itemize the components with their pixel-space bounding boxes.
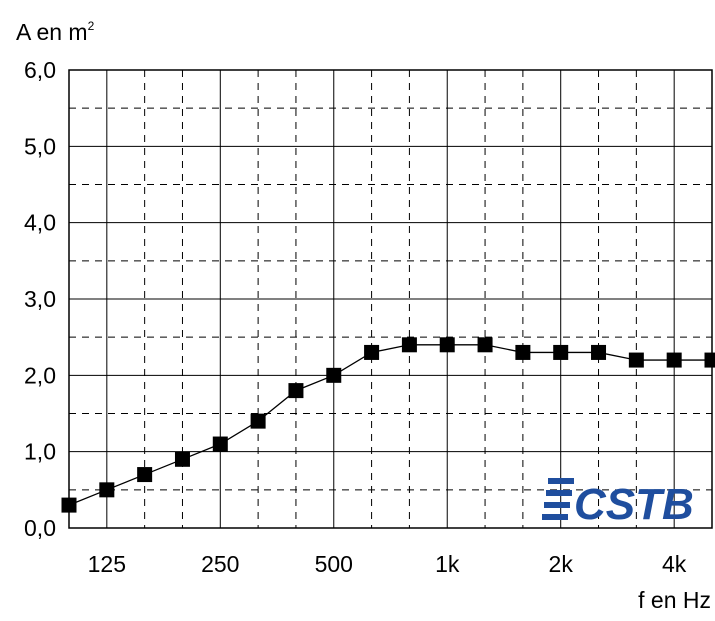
x-tick-label: 250: [201, 551, 239, 577]
data-point-marker: [99, 482, 115, 498]
data-point-marker: [250, 413, 266, 429]
y-tick-label: 4,0: [24, 210, 56, 236]
data-point-marker: [212, 436, 228, 452]
y-tick-label: 1,0: [24, 439, 56, 465]
y-tick-label: 2,0: [24, 362, 56, 388]
data-point-marker: [515, 344, 531, 360]
data-point-marker: [326, 367, 342, 383]
series-layer: [61, 337, 715, 513]
y-tick-label: 6,0: [24, 57, 56, 83]
y-tick-label: 3,0: [24, 286, 56, 312]
x-tick-label: 500: [315, 551, 353, 577]
data-point-marker: [666, 352, 682, 368]
data-point-marker: [137, 467, 153, 483]
x-tick-labels: 125 250 500 1k 2k 4k: [88, 551, 687, 577]
x-tick-label: 1k: [435, 551, 460, 577]
data-point-marker: [628, 352, 644, 368]
x-tick-label: 4k: [662, 551, 687, 577]
y-axis-label: A en m2: [16, 19, 95, 45]
grid: [68, 69, 713, 529]
plot-frame: [68, 69, 713, 529]
data-point-marker: [439, 337, 455, 353]
data-point-marker: [591, 344, 607, 360]
data-point-marker: [364, 344, 380, 360]
data-point-marker: [288, 383, 304, 399]
data-point-marker: [61, 497, 77, 513]
data-point-marker: [553, 344, 569, 360]
data-point-marker: [477, 337, 493, 353]
cstb-logo: CSTB: [542, 478, 694, 529]
logo-text: CSTB: [574, 480, 694, 529]
x-tick-label: 125: [88, 551, 126, 577]
y-tick-labels: 0,0 1,0 2,0 3,0 4,0 5,0 6,0: [24, 57, 56, 541]
x-axis-label: f en Hz: [638, 587, 711, 613]
y-tick-label: 0,0: [24, 515, 56, 541]
data-point-marker: [401, 337, 417, 353]
data-point-marker: [174, 451, 190, 467]
x-tick-label: 2k: [549, 551, 574, 577]
data-point-marker: [704, 352, 715, 368]
y-tick-label: 5,0: [24, 133, 56, 159]
